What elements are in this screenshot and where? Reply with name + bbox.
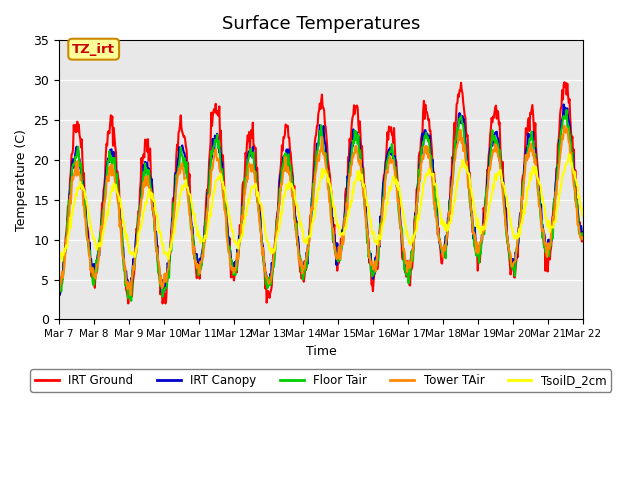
IRT Canopy (65, 192, 73, 198)
IRT Ground (385, 124, 393, 130)
Floor Tair (200, 245, 208, 251)
Floor Tair (173, 172, 180, 178)
TsoilD_2cm (579, 213, 586, 219)
Line: IRT Canopy: IRT Canopy (59, 105, 582, 295)
Title: Surface Temperatures: Surface Temperatures (221, 15, 420, 33)
Y-axis label: Temperature (C): Temperature (C) (15, 129, 28, 231)
IRT Canopy (120, 244, 127, 250)
IRT Canopy (173, 177, 180, 183)
Floor Tair (385, 151, 393, 156)
IRT Ground (401, 251, 408, 257)
Floor Tair (118, 240, 126, 245)
IRT Ground (173, 153, 180, 158)
Floor Tair (401, 266, 408, 272)
Tower TAir (579, 236, 586, 242)
Line: Floor Tair: Floor Tair (59, 110, 582, 301)
IRT Ground (118, 240, 126, 245)
IRT Ground (65, 206, 72, 212)
Tower TAir (127, 292, 134, 298)
Tower TAir (561, 123, 568, 129)
X-axis label: Time: Time (305, 345, 336, 358)
Legend: IRT Ground, IRT Canopy, Floor Tair, Tower TAir, TsoilD_2cm: IRT Ground, IRT Canopy, Floor Tair, Towe… (31, 369, 611, 392)
Floor Tair (65, 197, 72, 203)
Tower TAir (173, 184, 180, 190)
Line: TsoilD_2cm: TsoilD_2cm (59, 154, 582, 261)
Line: IRT Ground: IRT Ground (59, 82, 582, 303)
TsoilD_2cm (565, 151, 573, 156)
TsoilD_2cm (401, 217, 408, 223)
Tower TAir (55, 289, 63, 295)
Tower TAir (65, 216, 72, 221)
TsoilD_2cm (55, 252, 63, 258)
IRT Canopy (401, 262, 408, 267)
IRT Canopy (579, 229, 586, 235)
Tower TAir (401, 247, 408, 252)
IRT Canopy (560, 102, 568, 108)
Floor Tair (563, 107, 570, 113)
IRT Canopy (56, 292, 64, 298)
TsoilD_2cm (120, 220, 127, 226)
TsoilD_2cm (173, 214, 180, 220)
Tower TAir (200, 240, 208, 245)
Floor Tair (55, 286, 63, 291)
IRT Ground (561, 79, 568, 85)
TsoilD_2cm (385, 189, 393, 195)
TsoilD_2cm (65, 227, 73, 233)
Text: TZ_irt: TZ_irt (72, 43, 115, 56)
Line: Tower TAir: Tower TAir (59, 126, 582, 295)
TsoilD_2cm (58, 258, 66, 264)
TsoilD_2cm (200, 238, 208, 244)
IRT Canopy (200, 235, 208, 240)
Floor Tair (579, 234, 586, 240)
IRT Ground (124, 300, 132, 306)
Floor Tair (127, 298, 135, 304)
IRT Ground (579, 238, 586, 243)
IRT Ground (200, 240, 208, 246)
IRT Canopy (55, 283, 63, 289)
Tower TAir (385, 159, 393, 165)
IRT Canopy (385, 146, 393, 152)
IRT Ground (55, 289, 63, 295)
Tower TAir (118, 252, 126, 258)
